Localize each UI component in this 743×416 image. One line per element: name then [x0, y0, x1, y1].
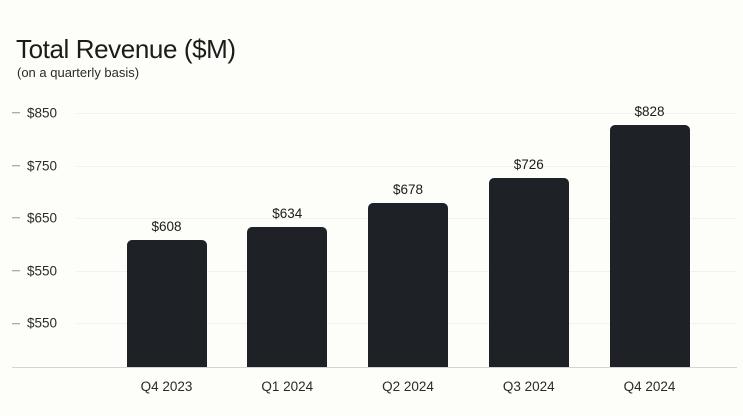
- y-tick-row: $550: [12, 317, 57, 331]
- bar-q4-2024: [609, 124, 690, 367]
- y-tick-row: $750: [12, 159, 57, 173]
- chart-subtitle: (on a quarterly basis): [17, 65, 140, 80]
- y-tick-label: $650: [27, 210, 58, 226]
- y-tick-row: $550: [12, 264, 57, 278]
- y-tick-label: $750: [27, 157, 58, 173]
- y-tick-label: $850: [27, 105, 58, 121]
- bar-value-label: $828: [634, 103, 665, 119]
- x-tick-label: Q4 2024: [623, 379, 676, 394]
- y-tick-row: $850: [12, 106, 57, 120]
- x-tick-label: Q1 2024: [261, 379, 314, 394]
- bar-value-label: $608: [151, 219, 182, 235]
- y-tick-row: $650: [12, 211, 57, 225]
- bar-value-label: $726: [513, 157, 544, 173]
- bar-q2-2024: [368, 203, 448, 367]
- bar-q4-2023: [126, 240, 207, 367]
- bar-q3-2024: [488, 178, 569, 367]
- bar-value-label: $634: [272, 205, 303, 221]
- bar-q1-2024: [247, 226, 328, 367]
- y-tick-dash-icon: [12, 322, 20, 324]
- y-tick-label: $550: [27, 315, 58, 331]
- y-tick-dash-icon: [12, 270, 20, 272]
- y-tick-dash-icon: [12, 165, 20, 167]
- bar-value-label: $678: [392, 182, 424, 198]
- x-tick-label: Q3 2024: [502, 379, 555, 394]
- gridline: [77, 113, 737, 114]
- chart-title: Total Revenue ($M): [16, 34, 236, 64]
- gridline: [77, 165, 737, 167]
- y-tick-dash-icon: [12, 217, 20, 219]
- x-tick-label: Q4 2023: [140, 379, 193, 394]
- x-tick-label: Q2 2024: [382, 379, 434, 394]
- y-tick-dash-icon: [12, 112, 20, 114]
- x-axis-baseline: [12, 367, 737, 368]
- y-tick-label: $550: [27, 263, 58, 278]
